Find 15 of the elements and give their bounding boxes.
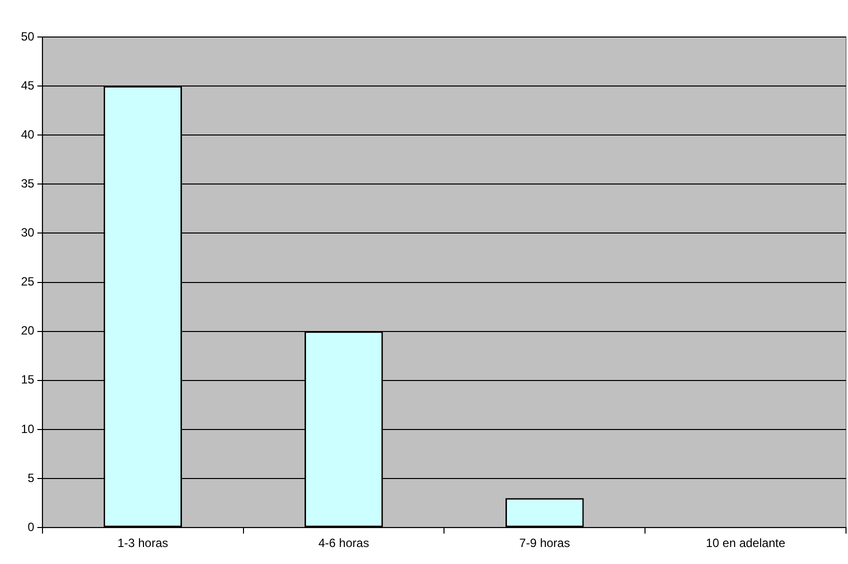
y-tick-label: 15 [20,372,35,387]
y-tick-label: 25 [20,274,35,289]
y-tick-label: 5 [28,470,35,485]
x-tick-label: 4-6 horas [318,536,370,550]
y-tick-label: 45 [20,78,35,92]
x-tick-label: 10 en adelante [706,536,786,550]
y-tick-label: 20 [20,324,35,338]
y-tick-label: 35 [20,176,35,190]
y-tick-label: 40 [20,127,35,142]
y-tick-label: 50 [20,29,35,44]
y-tick-label: 0 [28,520,35,534]
y-tick-label: 10 [20,422,35,436]
x-tick-label: 1-3 horas [117,536,168,550]
y-tick-label: 30 [20,226,35,240]
x-tick-label: 7-9 horas [519,536,570,550]
